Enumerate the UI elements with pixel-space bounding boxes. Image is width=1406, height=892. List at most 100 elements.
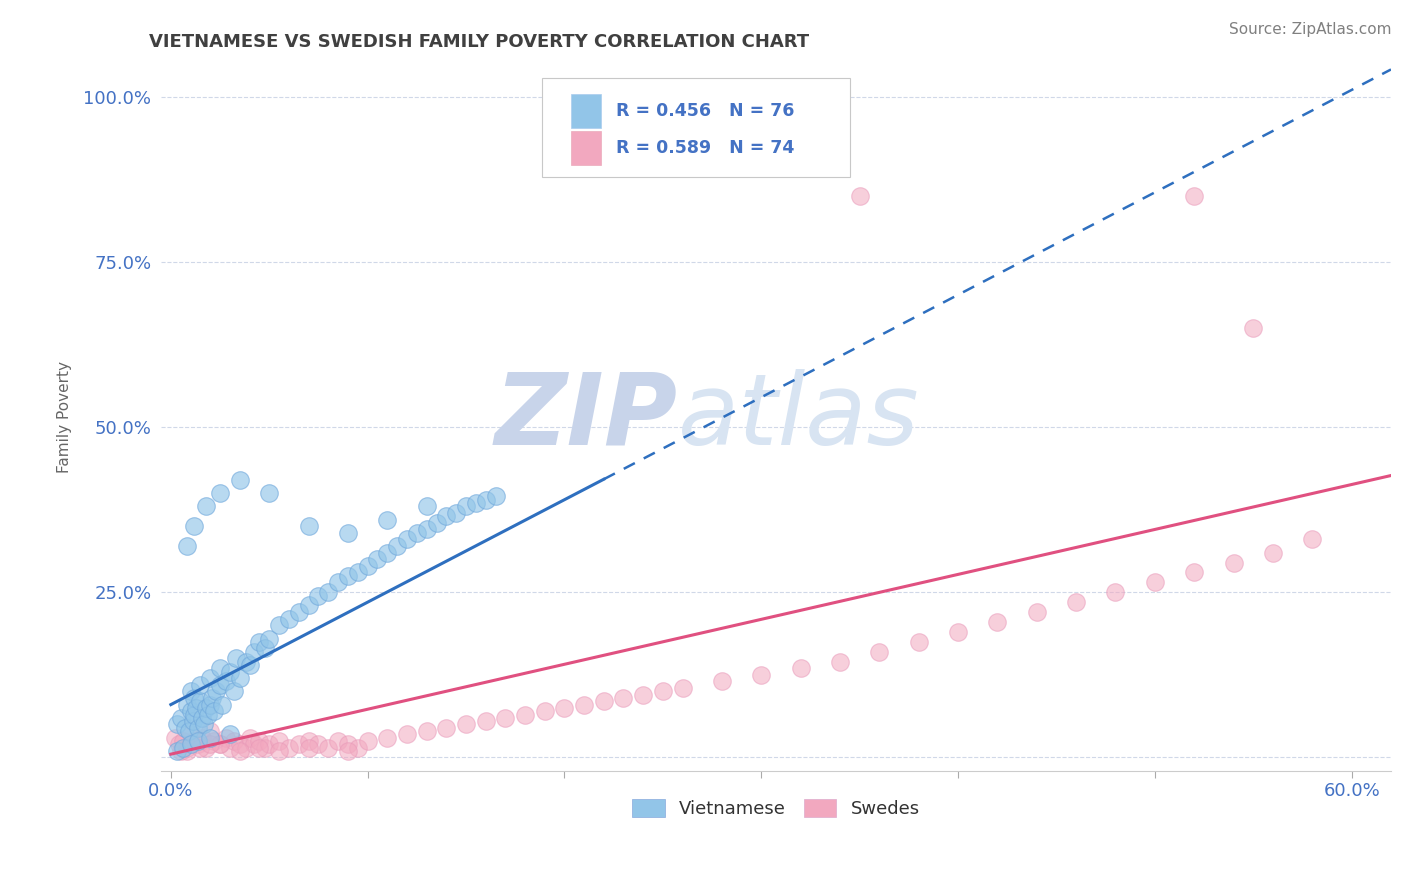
Point	[225, 651, 247, 665]
Point	[191, 711, 214, 725]
Point	[1222, 556, 1244, 570]
Point	[180, 727, 202, 741]
Point	[202, 704, 225, 718]
Point	[193, 717, 215, 731]
Point	[415, 500, 437, 514]
Point	[474, 714, 496, 728]
Point	[395, 727, 418, 741]
Point	[297, 740, 319, 755]
Point	[176, 698, 198, 712]
FancyBboxPatch shape	[543, 78, 849, 177]
Point	[200, 671, 222, 685]
Point	[209, 486, 232, 500]
Point	[1261, 545, 1284, 559]
Point	[242, 645, 264, 659]
Point	[1064, 595, 1087, 609]
Point	[219, 727, 242, 741]
Point	[297, 519, 319, 533]
Point	[366, 552, 388, 566]
Point	[356, 734, 378, 748]
Point	[346, 566, 368, 580]
Point	[307, 589, 329, 603]
Point	[287, 605, 309, 619]
Point	[415, 523, 437, 537]
Text: ZIP: ZIP	[495, 368, 678, 466]
Point	[209, 737, 232, 751]
Legend: Vietnamese, Swedes: Vietnamese, Swedes	[624, 791, 927, 825]
Point	[405, 525, 427, 540]
Point	[828, 655, 851, 669]
Point	[200, 731, 222, 745]
Point	[197, 707, 219, 722]
Point	[326, 575, 349, 590]
Point	[986, 615, 1008, 629]
Point	[229, 671, 252, 685]
Point	[200, 724, 222, 739]
Point	[434, 721, 457, 735]
Point	[200, 737, 222, 751]
Point	[195, 500, 218, 514]
Point	[170, 744, 193, 758]
Point	[749, 668, 772, 682]
Point	[254, 740, 277, 755]
Point	[277, 740, 299, 755]
Point	[242, 737, 264, 751]
Point	[395, 533, 418, 547]
Point	[229, 473, 252, 487]
Point	[484, 490, 506, 504]
Point	[183, 734, 205, 748]
Point	[173, 721, 195, 735]
Point	[1025, 605, 1047, 619]
Point	[946, 624, 969, 639]
Point	[415, 724, 437, 739]
Point	[848, 188, 870, 202]
Point	[215, 731, 238, 745]
Point	[229, 737, 252, 751]
Point	[201, 691, 224, 706]
Point	[259, 486, 281, 500]
Point	[183, 519, 205, 533]
Point	[166, 744, 188, 758]
Point	[454, 717, 477, 731]
Point	[631, 688, 654, 702]
Point	[180, 704, 202, 718]
Point	[183, 707, 205, 722]
Point	[592, 694, 614, 708]
Point	[651, 684, 673, 698]
Point	[907, 635, 929, 649]
Point	[249, 734, 271, 748]
Point	[176, 740, 198, 755]
Point	[219, 740, 242, 755]
Point	[259, 632, 281, 646]
Point	[316, 740, 339, 755]
Point	[464, 496, 486, 510]
Point	[191, 731, 214, 745]
Point	[187, 734, 209, 748]
Point	[222, 734, 245, 748]
Point	[513, 707, 536, 722]
Point	[176, 744, 198, 758]
Text: R = 0.456   N = 76: R = 0.456 N = 76	[616, 102, 794, 120]
Point	[375, 512, 398, 526]
Point	[444, 506, 467, 520]
Point	[172, 740, 194, 755]
Point	[181, 714, 204, 728]
Point	[434, 509, 457, 524]
Point	[346, 740, 368, 755]
Point	[336, 744, 359, 758]
Point	[235, 655, 257, 669]
Point	[205, 684, 228, 698]
Point	[209, 678, 232, 692]
Point	[180, 684, 202, 698]
Point	[239, 657, 262, 672]
Point	[269, 618, 291, 632]
Point	[249, 635, 271, 649]
Point	[176, 539, 198, 553]
Point	[316, 585, 339, 599]
Point	[209, 737, 232, 751]
Text: atlas: atlas	[678, 368, 920, 466]
Point	[200, 698, 222, 712]
Text: R = 0.589   N = 74: R = 0.589 N = 74	[616, 139, 794, 157]
Point	[297, 599, 319, 613]
Point	[222, 684, 245, 698]
